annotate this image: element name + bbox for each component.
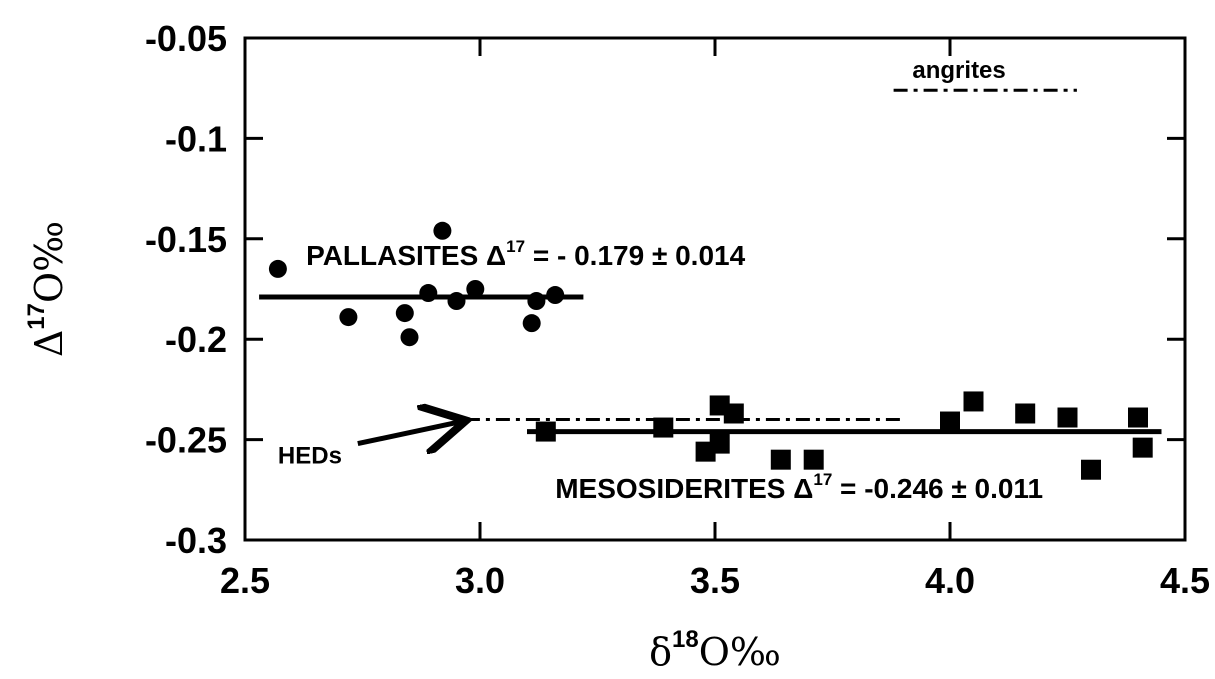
pallasite-point <box>395 304 414 323</box>
x-tick-label: 3.0 <box>455 560 505 601</box>
y-tick-label: -0.1 <box>165 118 227 159</box>
mesosiderite-point <box>535 421 556 442</box>
x-tick-label: 4.5 <box>1160 560 1210 601</box>
mesosiderite-point <box>1081 459 1101 480</box>
angrites-annotation: angrites <box>912 57 1005 84</box>
mesosiderite-point <box>1128 407 1148 428</box>
x-tick-label: 2.5 <box>220 560 270 601</box>
y-tick-label: -0.15 <box>145 219 227 260</box>
pallasite-point <box>527 292 546 311</box>
pallasite-point <box>433 221 452 240</box>
mesosiderite-point <box>940 411 960 432</box>
y-axis-ticks: -0.3 -0.25 -0.2 -0.15 -0.1 -0.05 <box>145 18 1185 561</box>
mesosiderite-point <box>803 449 824 470</box>
mesosiderite-point <box>1057 407 1078 428</box>
pallasite-point <box>400 328 419 347</box>
y-tick-label: -0.05 <box>145 18 227 59</box>
pallasite-point <box>447 292 466 311</box>
x-tick-label: 4.0 <box>925 560 975 601</box>
y-tick-label: -0.3 <box>165 520 227 561</box>
plot-frame <box>243 36 1187 542</box>
data-markers <box>268 221 1153 480</box>
pallasite-point <box>419 284 438 303</box>
pallasite-point <box>339 308 358 327</box>
x-axis-ticks: 2.5 3.0 3.5 4.0 4.5 <box>220 38 1210 601</box>
pallasite-point <box>522 314 541 333</box>
mesosiderite-point <box>1132 437 1153 458</box>
mesosiderite-point <box>1015 403 1036 424</box>
pallasite-point <box>466 280 485 298</box>
y-axis-title: Δ17O‰ <box>23 221 71 357</box>
x-axis-title: δ18O‰ <box>649 626 781 674</box>
pallasite-point <box>546 286 565 305</box>
y-tick-label: -0.2 <box>165 319 227 360</box>
mesosiderites-annotation: MESOSIDERITES Δ17 = -0.246 ± 0.011 <box>555 470 1043 504</box>
x-tick-label: 3.5 <box>690 560 740 601</box>
y-tick-label: -0.25 <box>145 420 227 461</box>
pallasites-annotation: PALLASITES Δ17 = - 0.179 ± 0.014 <box>306 237 745 271</box>
heds-annotation: HEDs <box>278 443 342 470</box>
mesosiderite-point <box>723 403 744 424</box>
pallasite-point <box>268 259 287 278</box>
mesosiderite-point <box>770 449 791 470</box>
mesosiderite-point <box>653 417 674 438</box>
hed-arrow <box>357 422 461 444</box>
mesosiderite-point <box>709 433 730 454</box>
mesosiderite-point <box>963 391 984 412</box>
